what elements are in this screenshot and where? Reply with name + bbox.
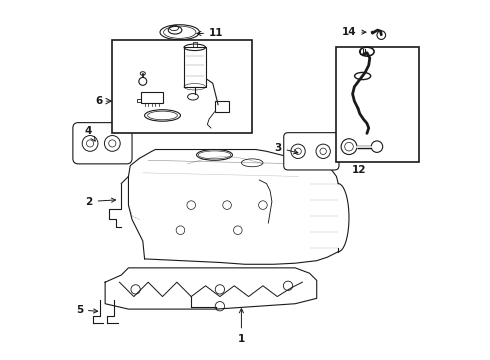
Text: 1: 1 [238,309,245,343]
FancyBboxPatch shape [73,123,132,164]
Text: 13: 13 [336,122,357,137]
Text: 10: 10 [113,76,139,86]
Text: 8: 8 [225,97,248,108]
Text: 5: 5 [75,305,98,315]
Text: 12: 12 [351,165,366,175]
Bar [337,47,419,162]
Text: 2: 2 [85,197,116,207]
Text: 9: 9 [118,93,136,103]
Text: 14: 14 [342,27,366,37]
Text: 6: 6 [95,96,102,106]
Bar [215,101,229,112]
Text: 11: 11 [197,28,223,38]
Bar [141,93,163,103]
Text: 4: 4 [84,126,95,141]
Text: 7: 7 [125,115,150,128]
Bar [112,40,252,134]
FancyBboxPatch shape [284,133,339,170]
Text: 3: 3 [274,143,298,154]
